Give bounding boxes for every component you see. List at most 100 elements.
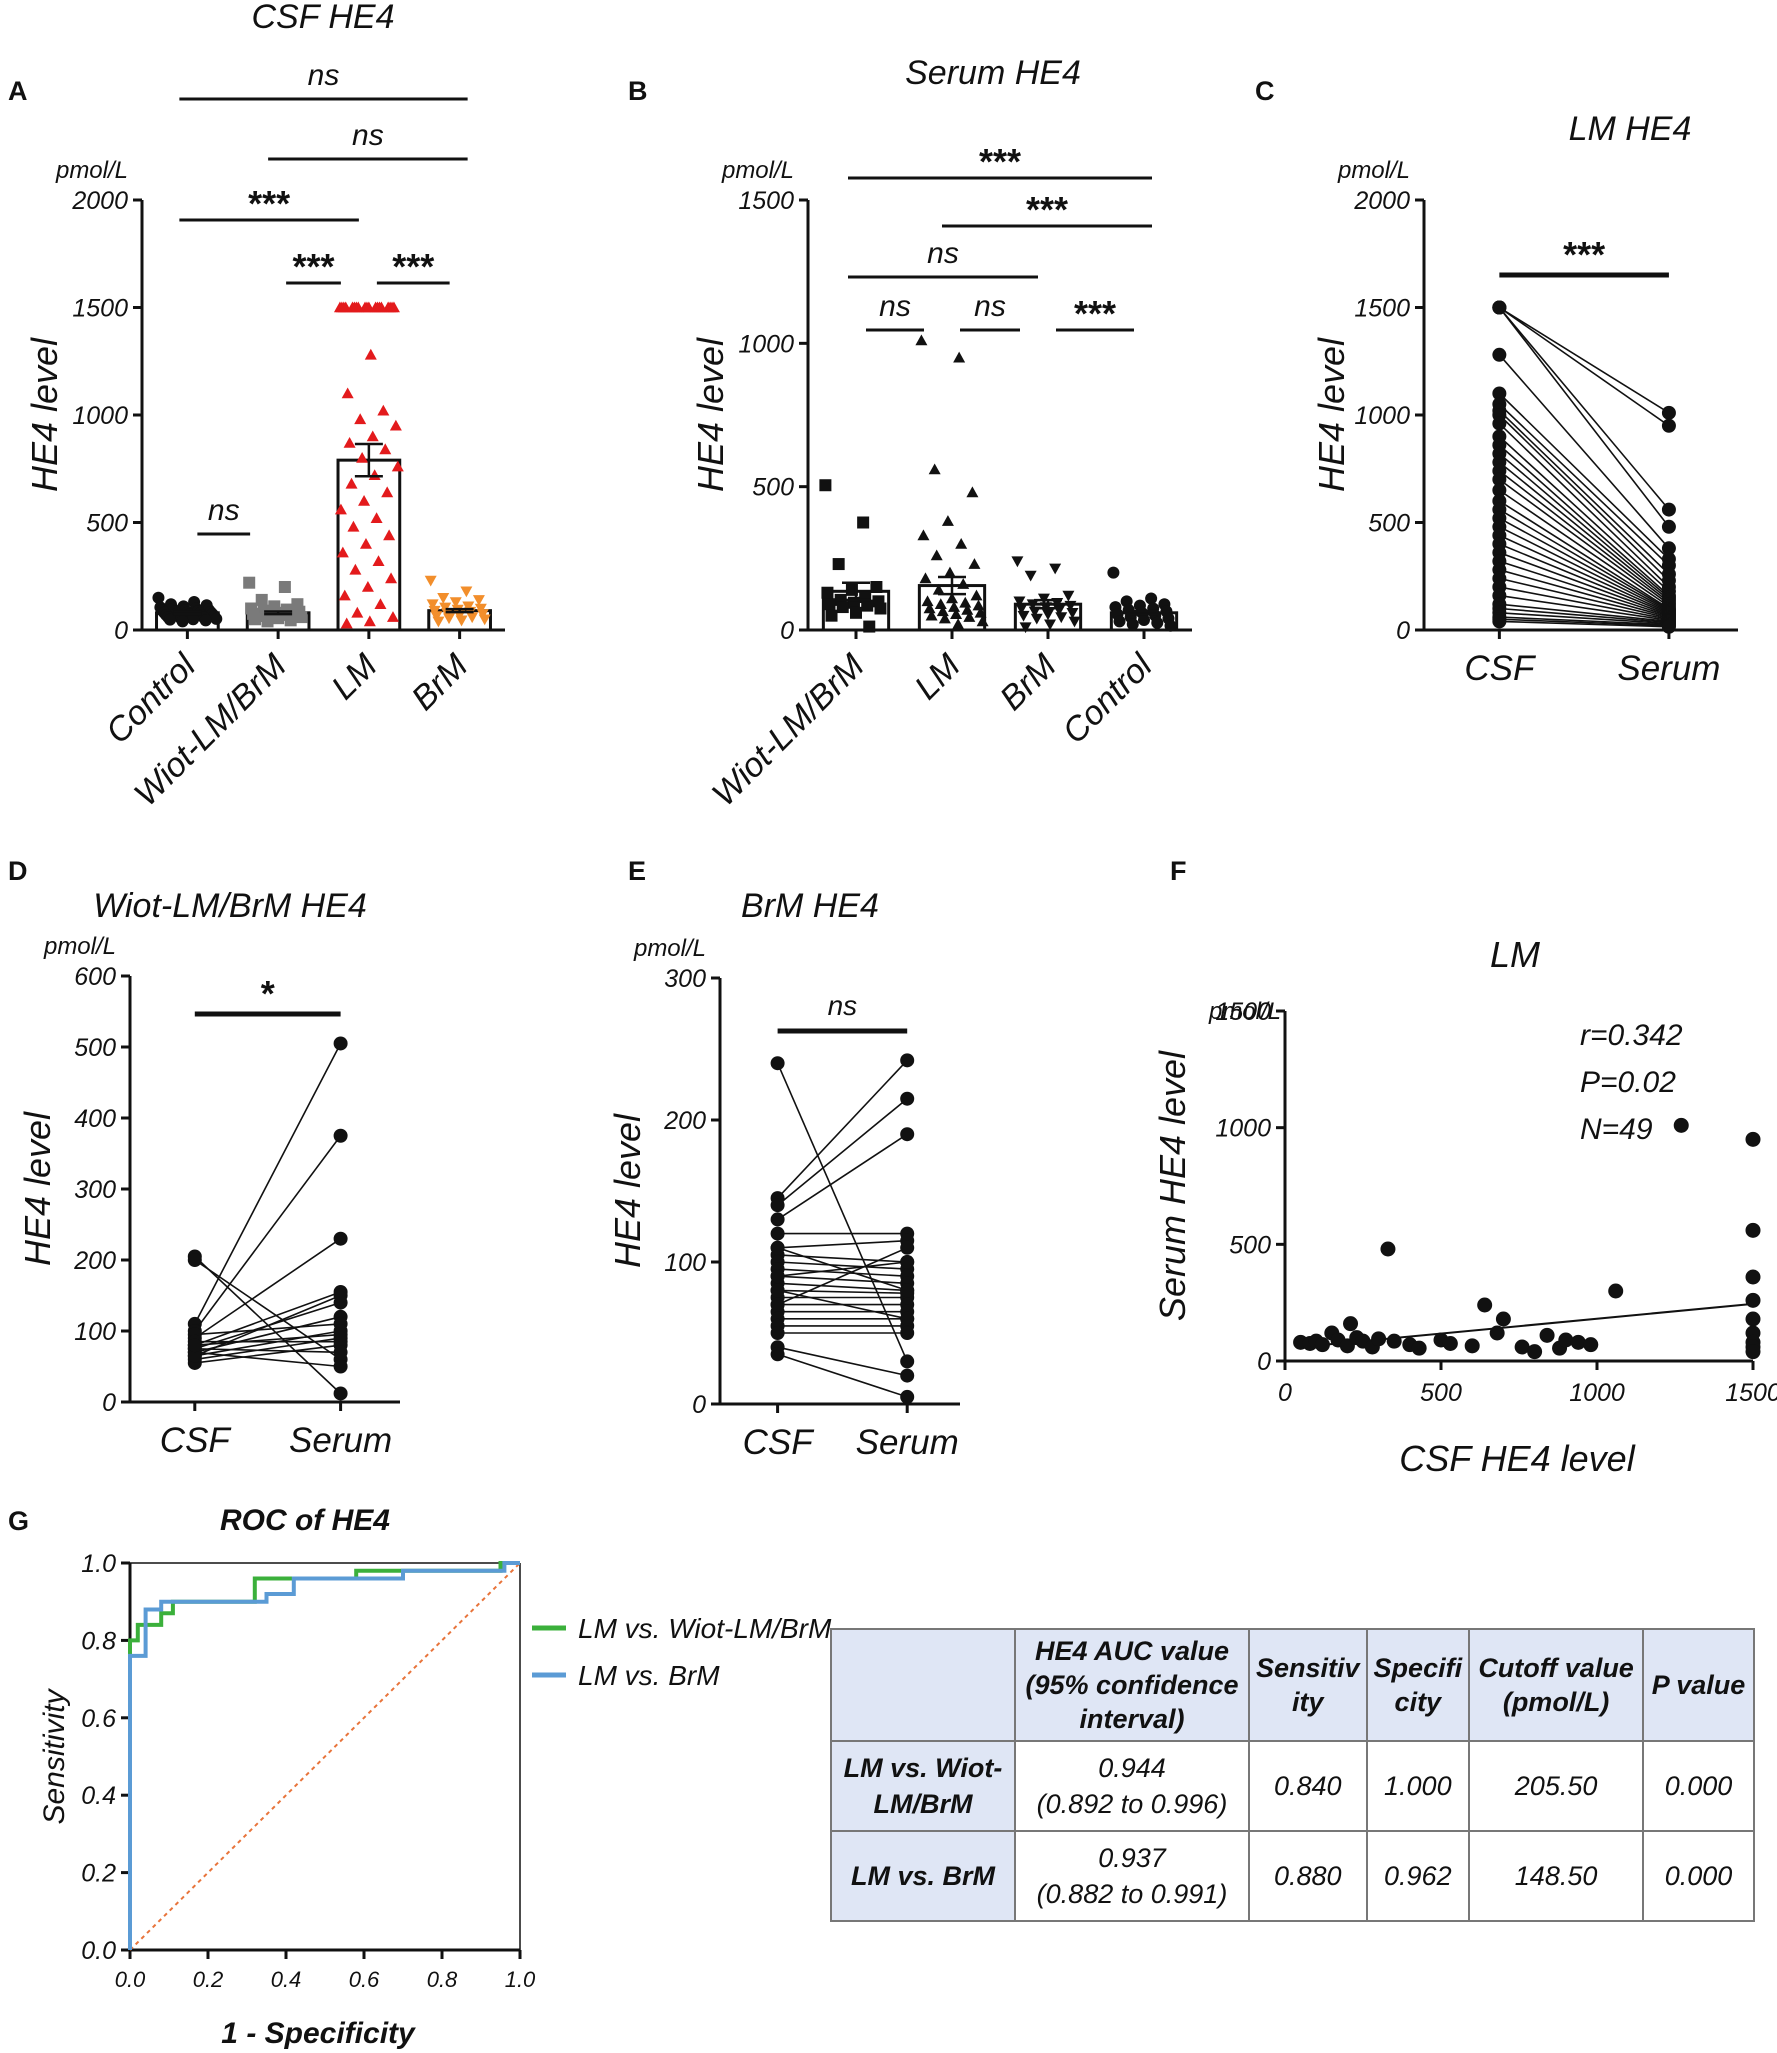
- data-point: [1539, 1327, 1555, 1343]
- pair-line: [194, 1323, 341, 1336]
- panel-C: LM HE4 pmol/L HE4 level 0 500 1000 1500 2000 CSF…: [1311, 110, 1738, 688]
- data-point: [478, 614, 491, 626]
- data-point: [928, 463, 941, 475]
- data-point: [358, 495, 371, 506]
- data-point: [819, 479, 832, 492]
- x-tick-label: 1500: [1725, 1379, 1777, 1407]
- pair-line: [1498, 392, 1670, 560]
- data-point: [900, 1326, 915, 1340]
- data-point: [936, 605, 949, 617]
- table-header-specificity: Specifi city: [1365, 1628, 1471, 1742]
- pair-line: [1499, 603, 1670, 623]
- row-label: LM vs. BrM: [830, 1830, 1016, 1922]
- data-point: [1495, 1311, 1511, 1327]
- table-row: LM vs. BrM 0.937 (0.882 to 0.991) 0.880 …: [830, 1830, 1755, 1922]
- pvalue-cell: 0.000: [1642, 1740, 1755, 1832]
- x-tick-label: CSF: [743, 1423, 816, 1462]
- data-point: [349, 563, 362, 575]
- data-point: [1492, 386, 1507, 401]
- data-point: [1464, 1338, 1480, 1354]
- data-point: [917, 529, 930, 541]
- significance-label: ns: [879, 290, 911, 323]
- data-point: [1044, 619, 1057, 631]
- x-tick-label: 0.0: [115, 1967, 146, 1992]
- auc-value: 0.937: [1098, 1843, 1166, 1873]
- data-point: [455, 615, 468, 627]
- x-tick-label: BrM: [993, 646, 1064, 717]
- x-tick-label: 0.4: [271, 1967, 302, 1992]
- pair-line: [777, 1261, 908, 1270]
- unit-label: pmol/L: [43, 933, 116, 960]
- data-point: [1745, 1292, 1761, 1308]
- chart-title: LM: [1490, 934, 1540, 975]
- pair-line: [777, 1098, 908, 1206]
- data-point: [386, 611, 399, 622]
- y-axis-label: HE4 level: [690, 337, 731, 492]
- significance-label: ns: [208, 494, 240, 527]
- pair-line: [1499, 577, 1670, 619]
- data-point: [372, 555, 385, 566]
- data-point: [1042, 609, 1054, 621]
- auc-cell: 0.937 (0.882 to 0.991): [1014, 1830, 1250, 1922]
- y-tick-label: 0: [1257, 1348, 1271, 1376]
- reference-line: [129, 1562, 521, 1951]
- auc-ci: (0.892 to 0.996): [1036, 1789, 1228, 1819]
- data-point: [1477, 1297, 1493, 1313]
- pair-line: [1498, 306, 1670, 427]
- stat-label: P=0.02: [1580, 1066, 1676, 1099]
- y-tick-label: 0: [692, 1391, 706, 1419]
- y-tick-label: 100: [74, 1318, 116, 1346]
- table-row: LM vs. Wiot-LM/BrM 0.944 (0.892 to 0.996…: [830, 1740, 1755, 1832]
- data-point: [187, 1348, 202, 1363]
- data-point: [1055, 612, 1068, 624]
- data-point: [857, 516, 870, 529]
- data-point: [389, 419, 402, 431]
- data-point: [770, 1212, 785, 1227]
- data-point: [1030, 613, 1043, 625]
- y-tick-label: 1500: [738, 187, 794, 215]
- panel-letter: A: [8, 76, 28, 106]
- data-point: [1380, 1241, 1396, 1257]
- y-tick-label: 400: [74, 1105, 116, 1133]
- data-point: [370, 512, 383, 523]
- data-point: [1068, 616, 1081, 628]
- pair-line: [1498, 423, 1670, 588]
- significance-label: ***: [392, 246, 434, 287]
- data-point: [334, 503, 347, 515]
- unit-label: pmol/L: [55, 157, 128, 184]
- unit-label: pmol/L: [1208, 998, 1281, 1025]
- data-point: [1661, 502, 1676, 517]
- data-point: [340, 617, 353, 629]
- data-point: [379, 443, 392, 455]
- data-point: [953, 351, 966, 363]
- data-point: [383, 529, 396, 541]
- data-point: [333, 1288, 348, 1303]
- data-point: [1011, 556, 1024, 568]
- data-point: [946, 592, 958, 604]
- data-point: [351, 606, 364, 618]
- y-tick-label: 1500: [1354, 295, 1410, 323]
- data-point: [1371, 1331, 1387, 1347]
- data-point: [770, 1326, 785, 1340]
- data-point: [863, 620, 876, 633]
- y-tick-label: 200: [663, 1107, 706, 1135]
- data-point: [381, 486, 394, 498]
- y-tick-label: 500: [74, 1034, 116, 1062]
- y-tick-label: 2000: [1353, 187, 1410, 215]
- data-point: [900, 1354, 915, 1369]
- pair-line: [777, 1133, 908, 1221]
- pair-line: [1498, 470, 1670, 603]
- pair-line: [1499, 594, 1670, 622]
- data-point: [255, 593, 268, 606]
- chart-title: CSF HE4: [252, 0, 395, 36]
- data-point: [943, 566, 956, 578]
- data-point: [333, 1359, 348, 1374]
- significance-label: ns: [308, 59, 340, 92]
- y-tick-label: 0: [102, 1389, 116, 1417]
- significance-label: ns: [974, 290, 1006, 323]
- pair-line: [777, 1261, 908, 1277]
- data-point: [821, 586, 834, 599]
- y-tick-label: 200: [73, 1247, 116, 1275]
- pair-line: [777, 1059, 908, 1199]
- data-point: [1661, 418, 1676, 433]
